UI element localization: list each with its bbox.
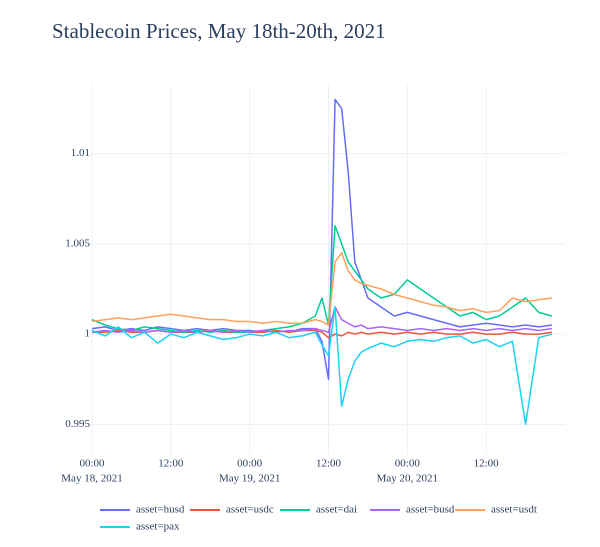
series-line [91, 306, 552, 334]
x-tick-label: May 18, 2021 [61, 473, 122, 485]
series-line [91, 252, 552, 326]
legend-label: asset=usdt [491, 504, 537, 516]
x-tick-label: May 19, 2021 [219, 473, 280, 485]
legend-label: asset=usdc [226, 504, 274, 516]
x-tick-label: 00:00 [79, 458, 105, 470]
y-tick-label: 1.01 [71, 147, 90, 159]
x-tick-label: May 20, 2021 [377, 473, 438, 485]
x-tick-label: 00:00 [237, 458, 263, 470]
y-tick-label: 1.005 [65, 237, 90, 249]
series-line [91, 306, 553, 426]
y-tick-label: 1 [85, 328, 91, 340]
series-line [91, 98, 552, 380]
legend-label: asset=pax [136, 521, 180, 533]
legend-label: asset=husd [136, 504, 185, 516]
x-tick-label: 12:00 [158, 458, 184, 470]
x-tick-label: 00:00 [395, 458, 421, 470]
chart-title: Stablecoin Prices, May 18th-20th, 2021 [52, 19, 386, 43]
y-tick-label: 0.995 [65, 418, 90, 430]
legend-label: asset=busd [406, 504, 455, 516]
x-tick-label: 12:00 [316, 458, 342, 470]
x-tick-label: 12:00 [474, 458, 500, 470]
legend-label: asset=dai [316, 504, 357, 516]
